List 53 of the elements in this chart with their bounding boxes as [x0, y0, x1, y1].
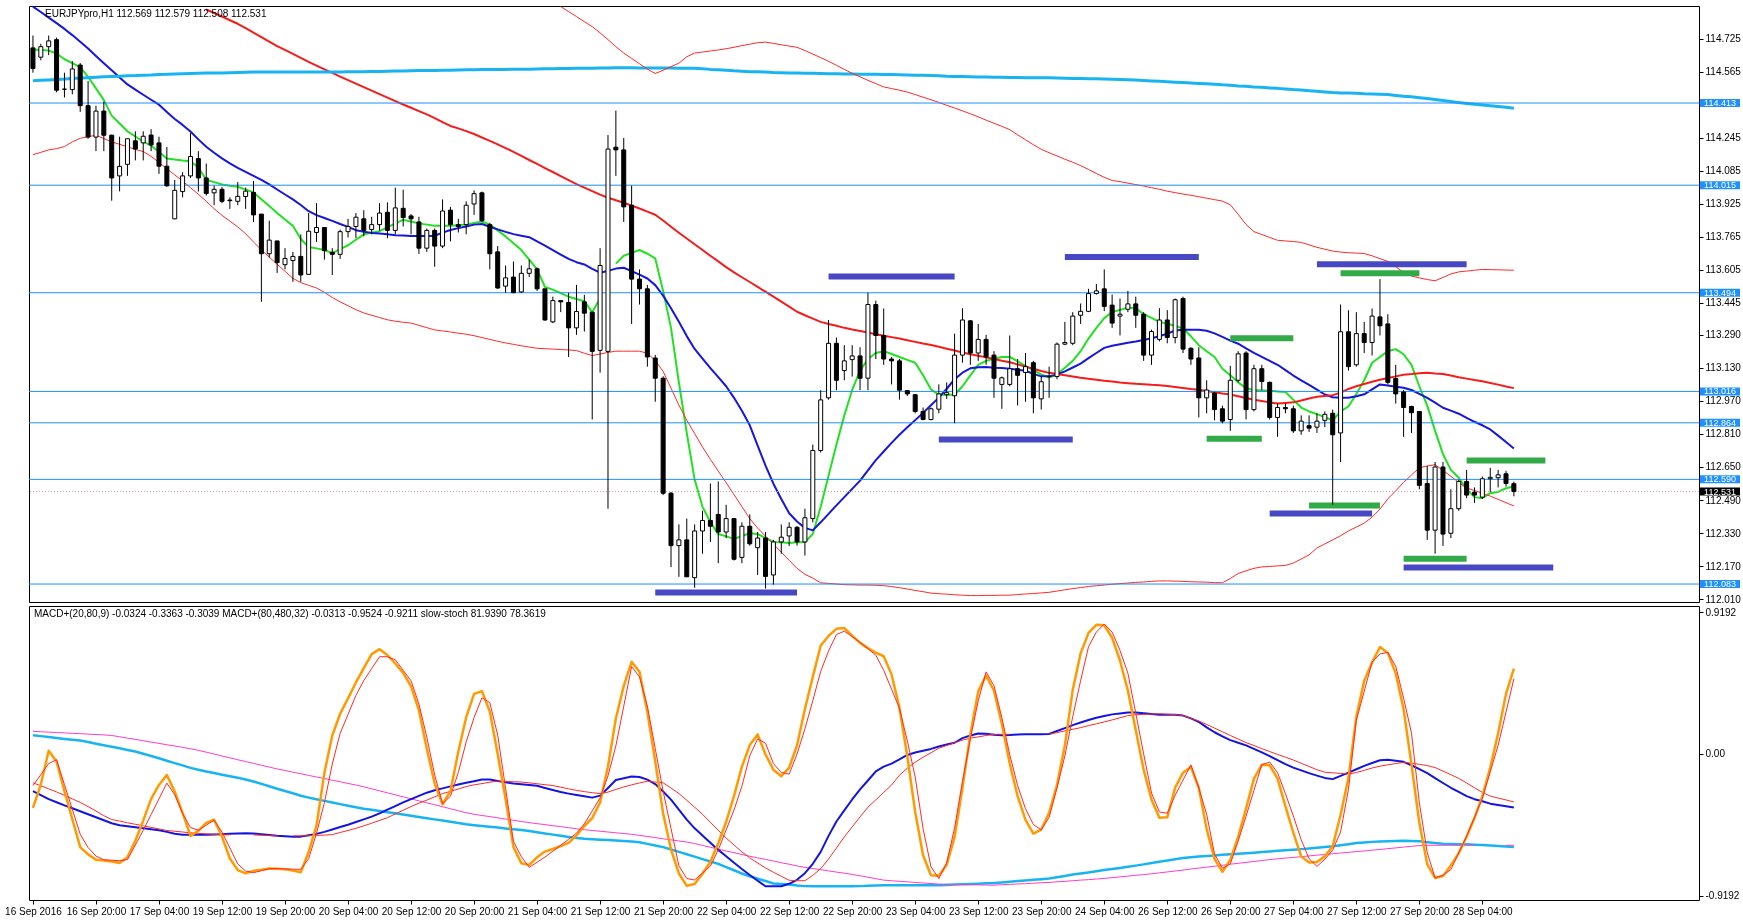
ref-line-label: 114.015: [1704, 180, 1736, 191]
y-tick-label: 113.925: [1705, 198, 1742, 210]
y-tick-label: 113.130: [1705, 362, 1742, 374]
y-tick-label: 114.565: [1705, 66, 1742, 78]
ref-line-label: 112.864: [1704, 417, 1736, 428]
y-tick-label: 0.9192: [1705, 606, 1737, 618]
ref-line-label: 112.590: [1704, 474, 1736, 485]
y-tick-label: 114.725: [1705, 33, 1742, 45]
x-tick-label: 23 Sep 04:00: [885, 905, 946, 917]
x-tick-label: 16 Sep 2016: [5, 905, 63, 917]
y-tick-label: 113.445: [1705, 297, 1742, 309]
y-tick-label: 112.650: [1705, 461, 1742, 473]
x-tick-label: 21 Sep 20:00: [633, 905, 694, 917]
ref-line-label: 113.016: [1704, 386, 1736, 397]
y-tick-label: 112.170: [1705, 560, 1742, 572]
y-tick-label: 113.290: [1705, 329, 1742, 341]
x-tick-label: 16 Sep 20:00: [66, 905, 127, 917]
x-tick-label: 27 Sep 12:00: [1327, 905, 1388, 917]
x-tick-label: 26 Sep 12:00: [1138, 905, 1198, 917]
ref-line-label: 112.083: [1704, 579, 1736, 590]
x-tick-label: 17 Sep 04:00: [129, 905, 190, 917]
x-tick-label: 24 Sep 04:00: [1075, 905, 1135, 917]
x-tick-label: 26 Sep 20:00: [1201, 905, 1261, 917]
x-tick-label: 28 Sep 04:00: [1453, 905, 1514, 917]
x-tick-label: 27 Sep 04:00: [1264, 905, 1324, 917]
y-tick-label: 112.330: [1705, 527, 1742, 539]
x-tick-label: 27 Sep 20:00: [1390, 905, 1451, 917]
y-tick-label: 112.810: [1705, 428, 1742, 440]
y-tick-label: -0.9192: [1705, 890, 1740, 902]
y-tick-label: 114.085: [1705, 165, 1742, 177]
x-tick-label: 22 Sep 12:00: [759, 905, 820, 917]
y-tick-label: 112.970: [1705, 395, 1742, 407]
y-tick-label: 114.245: [1705, 132, 1742, 144]
y-tick-label: 112.490: [1705, 494, 1742, 506]
x-tick-label: 20 Sep 12:00: [381, 905, 442, 917]
x-tick-label: 19 Sep 20:00: [255, 905, 316, 917]
x-tick-label: 23 Sep 20:00: [1011, 905, 1072, 917]
y-tick-label: 113.765: [1705, 231, 1742, 243]
x-tick-label: 20 Sep 20:00: [444, 905, 505, 917]
chart-title: MACD+(20,80,9) -0.0324 -0.3363 -0.3039 MACD+(80,480,32) -0.0313 -0.9524 -0.9211 slow-stoch 81.9390 78.3619: [34, 608, 547, 619]
x-tick-label: 21 Sep 04:00: [507, 905, 568, 917]
y-tick-label: 112.010: [1705, 593, 1742, 605]
ref-line-label: 114.413: [1704, 98, 1736, 109]
x-tick-label: 22 Sep 20:00: [822, 905, 883, 917]
ref-line-label: 112.531: [1704, 486, 1736, 497]
x-tick-label: 20 Sep 04:00: [318, 905, 379, 917]
x-tick-label: 22 Sep 04:00: [696, 905, 757, 917]
ref-line-label: 113.494: [1704, 287, 1736, 298]
x-tick-label: 23 Sep 12:00: [948, 905, 1009, 917]
y-tick-label: 0.00: [1705, 748, 1726, 760]
y-tick-label: 113.605: [1705, 264, 1742, 276]
x-tick-label: 19 Sep 12:00: [192, 905, 253, 917]
x-tick-label: 21 Sep 12:00: [570, 905, 631, 917]
